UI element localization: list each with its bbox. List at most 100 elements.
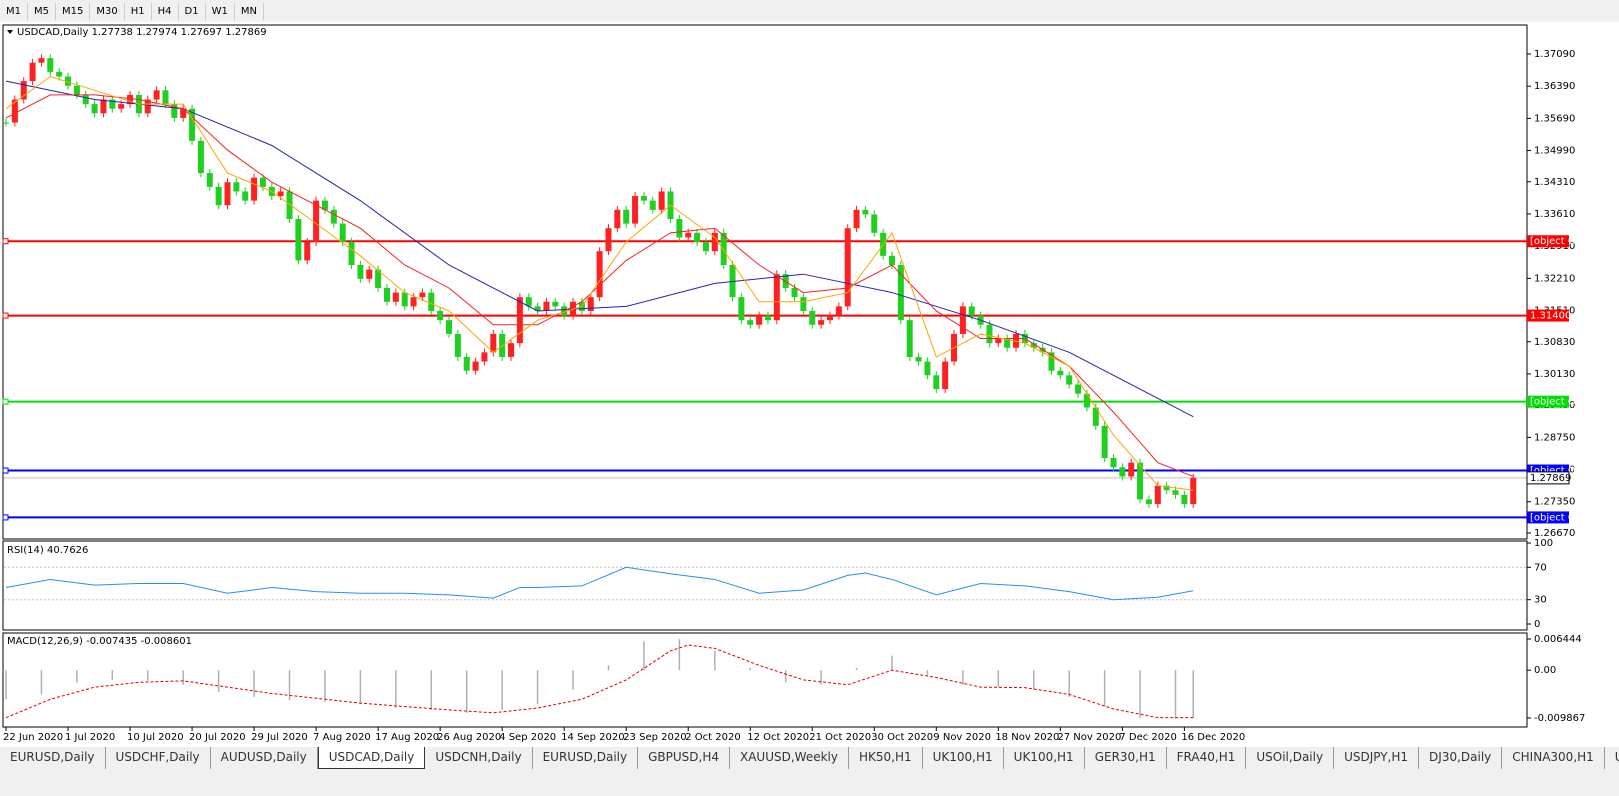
candle bbox=[632, 196, 639, 224]
chart-tab[interactable]: XAUUSD,Weekly bbox=[730, 747, 849, 769]
level-handle bbox=[2, 238, 9, 245]
chart-tab[interactable]: USDCHF,Daily bbox=[105, 747, 211, 769]
price-tick-label: 1.35690 bbox=[1534, 113, 1575, 124]
price-tick-label: 1.32210 bbox=[1534, 273, 1575, 284]
candle bbox=[410, 297, 417, 307]
candle bbox=[91, 104, 98, 114]
x-tick-label: 21 Oct 2020 bbox=[809, 732, 871, 743]
candle bbox=[1110, 458, 1117, 468]
current-price-label: 1.27869 bbox=[1530, 473, 1571, 484]
candle bbox=[649, 200, 656, 210]
chart-tab[interactable]: CHINA300,H1 bbox=[1502, 747, 1605, 769]
macd-frame bbox=[2, 632, 1528, 728]
timeframe-button[interactable]: M1 bbox=[0, 2, 28, 20]
candle bbox=[56, 71, 63, 77]
x-tick-label: 12 Oct 2020 bbox=[747, 732, 809, 743]
chart-tab[interactable]: HK50,H1 bbox=[848, 747, 923, 769]
level-handle bbox=[2, 312, 9, 319]
timeframe-button[interactable]: D1 bbox=[179, 2, 206, 20]
candle bbox=[933, 375, 940, 390]
candle bbox=[1066, 375, 1073, 385]
price-tick-label: 1.37090 bbox=[1534, 49, 1575, 60]
timeframe-button[interactable]: H4 bbox=[152, 2, 179, 20]
candle bbox=[180, 108, 187, 118]
timeframe-button[interactable]: MN bbox=[235, 2, 264, 20]
timeframe-button[interactable]: H1 bbox=[125, 2, 152, 20]
timeframe-button[interactable]: M15 bbox=[56, 2, 91, 20]
timeframe-button[interactable]: W1 bbox=[206, 2, 235, 20]
x-tick-label: 23 Sep 2020 bbox=[623, 732, 686, 743]
candle bbox=[304, 242, 311, 261]
price-tick-label: 1.34990 bbox=[1534, 146, 1575, 157]
chart-tab[interactable]: US bbox=[1604, 747, 1619, 769]
candle bbox=[596, 251, 603, 298]
chart-tab[interactable]: EURUSD,Daily bbox=[532, 747, 639, 769]
candle bbox=[552, 301, 559, 307]
candle bbox=[818, 320, 825, 325]
candle bbox=[809, 310, 816, 325]
rsi-text: RSI(14) bbox=[7, 545, 44, 556]
price-tick-label: 1.28750 bbox=[1534, 432, 1575, 443]
candle bbox=[38, 58, 45, 63]
timeframe-button[interactable]: M5 bbox=[28, 2, 56, 20]
candle bbox=[924, 361, 931, 376]
candle bbox=[1004, 338, 1011, 348]
level-label-box bbox=[1527, 309, 1569, 322]
chart-tab[interactable]: DJ30,Daily bbox=[1419, 747, 1503, 769]
macd-tick-label: 0.00 bbox=[1534, 665, 1556, 676]
price-tick-label: 1.26670 bbox=[1534, 528, 1575, 539]
level-label: 1.31400 bbox=[1530, 311, 1571, 322]
x-tick-label: 4 Sep 2020 bbox=[499, 732, 556, 743]
candle bbox=[153, 90, 160, 100]
macd-text: -0.008601 bbox=[141, 636, 192, 647]
moving-average bbox=[5, 80, 1194, 418]
x-tick-label: 20 Jul 2020 bbox=[189, 732, 246, 743]
candle bbox=[197, 140, 204, 174]
candle bbox=[109, 99, 116, 109]
chart-tab[interactable]: USDJPY,H1 bbox=[1334, 747, 1420, 769]
header-text: USDCAD,Daily bbox=[17, 27, 88, 38]
candle bbox=[516, 297, 523, 344]
candle bbox=[242, 191, 249, 201]
candle bbox=[1083, 393, 1090, 408]
candle bbox=[392, 292, 399, 302]
candle bbox=[694, 232, 701, 243]
level-label-box bbox=[1527, 395, 1569, 408]
candle bbox=[844, 228, 851, 307]
candle bbox=[233, 182, 240, 192]
candle bbox=[277, 191, 284, 197]
chart-tab[interactable]: GER30,H1 bbox=[1084, 747, 1167, 769]
candle bbox=[826, 315, 833, 321]
candle bbox=[959, 306, 966, 334]
main-frame bbox=[2, 24, 1528, 540]
x-tick-label: 16 Dec 2020 bbox=[1181, 732, 1245, 743]
chart-tab[interactable]: FRA40,H1 bbox=[1166, 747, 1247, 769]
timeframe-button[interactable]: M30 bbox=[90, 2, 125, 20]
x-tick-label: 18 Nov 2020 bbox=[995, 732, 1059, 743]
candle bbox=[463, 356, 470, 371]
candle bbox=[1190, 477, 1197, 505]
price-tick-label: 1.36390 bbox=[1534, 81, 1575, 92]
candle bbox=[419, 292, 426, 298]
chart-tab[interactable]: UK100,H1 bbox=[1003, 747, 1085, 769]
chart-tab[interactable]: UK100,H1 bbox=[922, 747, 1004, 769]
header-text: 1.27869 bbox=[225, 27, 266, 38]
chart-tab[interactable]: USOil,Daily bbox=[1246, 747, 1335, 769]
chart-tab[interactable]: USDCAD,Daily bbox=[317, 747, 426, 769]
candle bbox=[720, 232, 727, 265]
candle bbox=[171, 104, 178, 118]
candle bbox=[401, 292, 408, 307]
candle bbox=[702, 242, 709, 252]
rsi-frame bbox=[2, 540, 1528, 631]
dropdown-icon bbox=[7, 30, 13, 34]
candle bbox=[508, 343, 515, 357]
chart-tab[interactable]: GBPUSD,H4 bbox=[638, 747, 730, 769]
candle bbox=[640, 196, 647, 201]
chart-tab[interactable]: AUDUSD,Daily bbox=[210, 747, 318, 769]
candle bbox=[321, 200, 328, 210]
chart-tab[interactable]: EURUSD,Daily bbox=[0, 747, 106, 769]
chart-tab[interactable]: USDCNH,Daily bbox=[425, 747, 533, 769]
moving-average bbox=[5, 75, 1194, 491]
candle bbox=[286, 191, 293, 220]
candle bbox=[1048, 352, 1055, 371]
